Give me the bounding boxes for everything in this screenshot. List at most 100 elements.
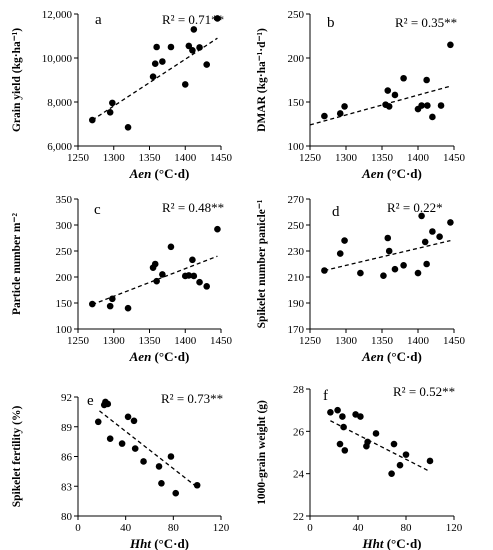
data-point xyxy=(109,295,116,303)
data-point xyxy=(423,260,430,268)
x-tick-label: 1250 xyxy=(299,335,322,347)
data-point xyxy=(424,102,431,109)
y-tick-label: 26 xyxy=(293,426,305,438)
panel-label: c xyxy=(94,202,101,218)
data-point xyxy=(402,451,410,458)
data-point xyxy=(124,124,132,131)
data-point xyxy=(151,260,159,268)
data-point xyxy=(396,461,404,469)
y-tick-label: 230 xyxy=(288,246,305,258)
x-tick-label: 1450 xyxy=(210,335,233,347)
data-point xyxy=(167,243,175,251)
data-point xyxy=(414,269,422,277)
y-tick-label: 22 xyxy=(293,511,304,523)
x-tick-label: 1350 xyxy=(371,335,394,347)
data-point xyxy=(159,58,166,65)
y-tick-label: 150 xyxy=(56,298,73,310)
data-point xyxy=(400,262,407,269)
data-point xyxy=(159,271,166,278)
data-point xyxy=(437,102,445,109)
x-axis-title: Aen (°C·d) xyxy=(361,349,422,364)
data-point xyxy=(321,112,328,120)
data-point xyxy=(140,458,147,465)
r-squared-label: R² = 0.52** xyxy=(393,384,455,399)
x-tick-label: 1400 xyxy=(407,152,430,164)
y-tick-label: 10,000 xyxy=(42,53,73,65)
data-point xyxy=(214,15,221,22)
data-point xyxy=(167,453,175,460)
y-tick-label: 200 xyxy=(288,53,305,65)
y-tick-label: 250 xyxy=(56,246,73,258)
data-point xyxy=(390,440,398,448)
data-point xyxy=(109,99,116,107)
x-axis-title: Aen (°C·d) xyxy=(361,166,422,181)
x-tick-label: 1350 xyxy=(371,152,394,164)
data-point xyxy=(151,60,159,68)
data-point xyxy=(172,489,180,497)
data-point xyxy=(341,447,349,454)
r-squared-label: R² = 0.73** xyxy=(161,391,223,406)
y-tick-label: 89 xyxy=(61,422,73,434)
x-tick-label: 1250 xyxy=(299,152,322,164)
y-tick-label: 170 xyxy=(288,324,305,336)
data-point xyxy=(153,43,160,51)
data-point xyxy=(104,400,112,408)
y-tick-label: 190 xyxy=(288,298,305,310)
data-point xyxy=(336,440,344,448)
y-tick-label: 12,000 xyxy=(42,9,73,21)
x-axis-title: Hht (°C·d) xyxy=(129,536,189,550)
y-tick-label: 24 xyxy=(293,469,305,481)
data-point xyxy=(153,277,160,285)
y-tick-label: 200 xyxy=(56,272,73,284)
panel-d: 170 190 210 230 250 270 1250 1300 1350 1400 1450 Sp… xyxy=(256,194,466,364)
data-point xyxy=(124,304,132,312)
data-point xyxy=(167,43,175,51)
trendline xyxy=(324,239,451,272)
y-axis-title: Particle number m⁻² xyxy=(11,212,23,314)
data-point xyxy=(196,278,203,286)
data-point xyxy=(388,470,395,477)
y-tick-label: 6,000 xyxy=(47,141,72,153)
data-point xyxy=(106,435,114,442)
data-point xyxy=(447,41,454,49)
x-tick-label: 40 xyxy=(353,522,365,534)
y-tick-label: 150 xyxy=(288,97,305,109)
trendline xyxy=(99,410,198,488)
r-squared-label: R² = 0.22* xyxy=(387,200,443,215)
y-tick-label: 350 xyxy=(56,194,73,206)
x-tick-label: 1250 xyxy=(67,152,90,164)
data-point xyxy=(336,250,344,257)
y-tick-label: 100 xyxy=(56,324,73,336)
x-tick-label: 1300 xyxy=(335,152,358,164)
x-tick-label: 1450 xyxy=(210,152,233,164)
panel-label: d xyxy=(332,204,340,220)
data-point xyxy=(380,272,387,280)
panel-a: 6,000 8,000 10,000 12,000 1250 1300 1350 1400 14… xyxy=(11,9,233,181)
y-tick-label: 80 xyxy=(61,511,73,523)
data-point xyxy=(385,247,393,255)
data-point xyxy=(384,234,392,242)
data-point xyxy=(190,272,198,280)
panel-c: 100 150 200 250 300 350 1250 1300 1350 1400 1450 Pa… xyxy=(11,194,233,364)
r-squared-label: R² = 0.71** xyxy=(162,12,224,27)
data-point xyxy=(423,76,430,84)
trendline xyxy=(91,37,218,121)
panel-label: a xyxy=(95,12,102,28)
data-point xyxy=(193,481,201,489)
y-tick-label: 250 xyxy=(288,9,305,21)
x-tick-label: 1350 xyxy=(139,152,162,164)
data-point xyxy=(181,81,189,88)
x-tick-label: 120 xyxy=(213,522,230,534)
y-tick-label: 210 xyxy=(288,272,305,284)
x-tick-label: 1450 xyxy=(443,335,466,347)
x-tick-label: 1350 xyxy=(139,335,162,347)
data-point xyxy=(391,91,399,99)
data-point xyxy=(106,302,114,310)
x-tick-label: 40 xyxy=(120,522,132,534)
data-point xyxy=(418,102,425,109)
data-point xyxy=(418,212,425,220)
data-point xyxy=(321,267,328,274)
data-point xyxy=(385,103,393,110)
data-point xyxy=(203,283,210,290)
